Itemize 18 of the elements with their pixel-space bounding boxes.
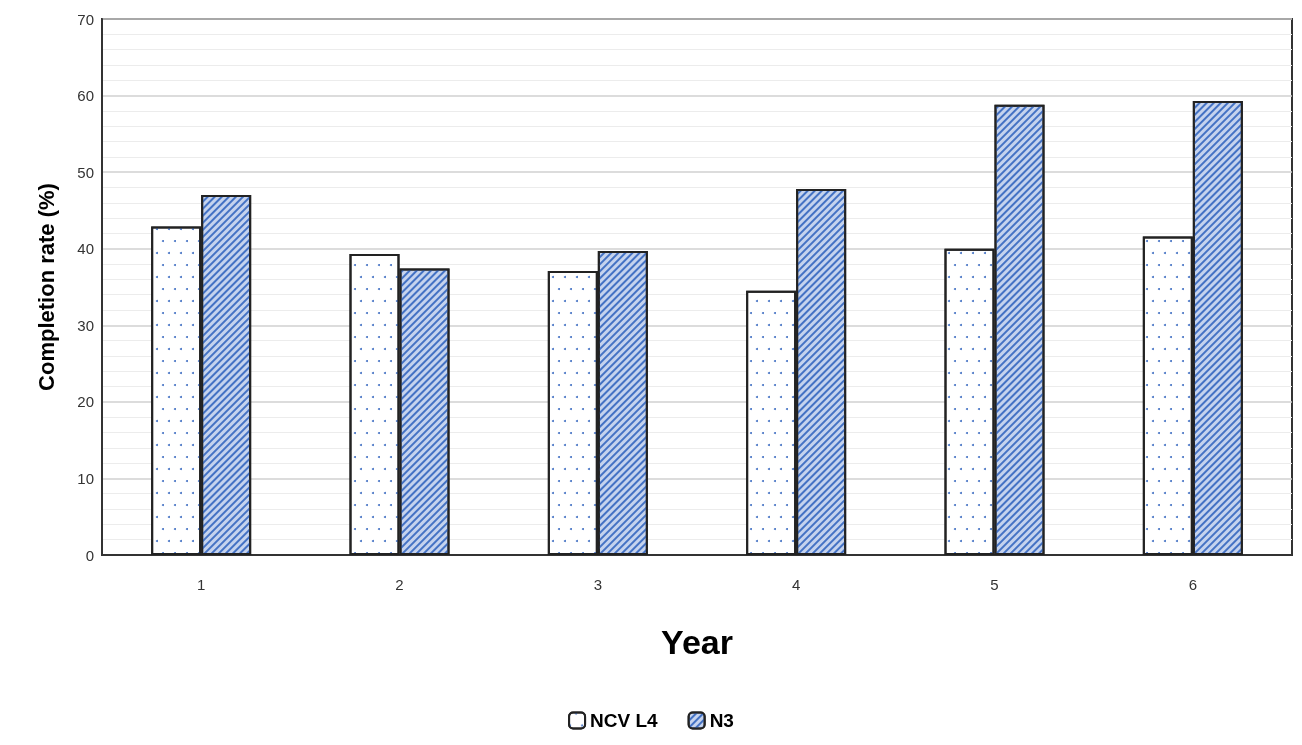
y-tick-label: 60 [77, 87, 94, 105]
x-tick-label: 2 [395, 576, 404, 593]
y-tick-label: 50 [77, 163, 94, 181]
y-tick-label: 20 [77, 393, 94, 411]
y-axis-title: Completion rate (%) [33, 183, 59, 391]
x-tick-label: 6 [1188, 576, 1198, 593]
legend-label: NCV L4 [590, 710, 659, 731]
x-tick-label: 1 [196, 576, 206, 593]
x-axis-title: Year [661, 623, 733, 661]
legend-label: N3 [709, 710, 734, 731]
x-tick-label: 3 [593, 576, 603, 593]
y-tick-label: 40 [77, 240, 94, 258]
y-tick-label: 30 [77, 316, 94, 334]
y-tick-label: 0 [85, 546, 94, 564]
y-tick-label: 70 [77, 10, 94, 28]
x-tick-label: 5 [990, 576, 999, 593]
y-tick-label: 10 [77, 469, 94, 487]
x-tick-label: 4 [791, 576, 801, 593]
